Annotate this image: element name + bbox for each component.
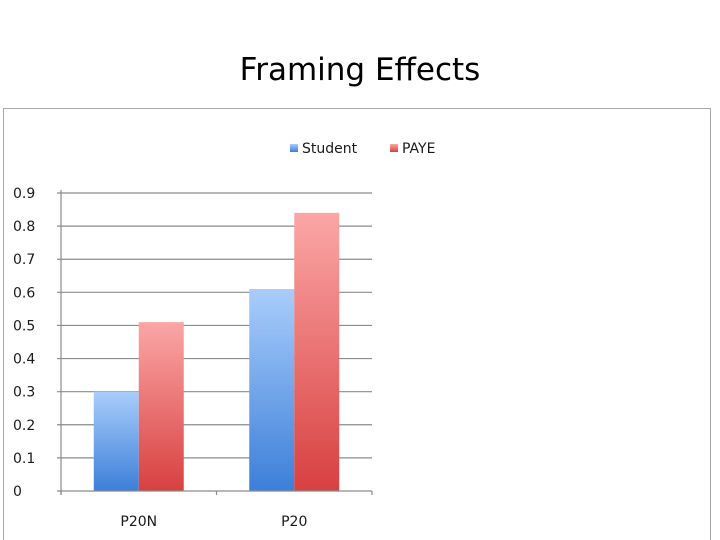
chart-bars — [93, 212, 340, 491]
slide-title: Framing Effects — [239, 52, 481, 88]
chart-axes — [57, 190, 373, 495]
y-tick-label: 0.4 — [13, 352, 35, 368]
x-category-label: P20 — [281, 514, 307, 530]
legend-swatch-student — [290, 144, 298, 152]
bar-student-p20n — [93, 391, 139, 491]
chart-frame: Student PAYE 0 0.1 0.2 0.3 0.4 0.5 0.6 0.7 0.8 0.… — [3, 108, 711, 540]
y-tick-label: 0.7 — [13, 252, 35, 268]
legend-swatch-paye — [390, 144, 398, 152]
y-tick-label: 0.5 — [13, 318, 35, 334]
y-axis-ticks: 0 0.1 0.2 0.3 0.4 0.5 0.6 0.7 0.8 0.9 — [13, 186, 35, 500]
x-axis-categories: P20N P20 — [120, 514, 307, 530]
legend-label-paye: PAYE — [402, 141, 435, 157]
bar-paye-p20 — [294, 212, 340, 491]
bar-chart: Student PAYE 0 0.1 0.2 0.3 0.4 0.5 0.6 0.7 0.8 0.… — [13, 141, 435, 530]
chart-legend: Student PAYE — [290, 141, 435, 157]
x-category-label: P20N — [120, 514, 157, 530]
bar-student-p20 — [249, 289, 295, 491]
y-tick-label: 0.1 — [13, 451, 35, 467]
bar-paye-p20n — [138, 322, 184, 491]
y-tick-label: 0.3 — [13, 385, 35, 401]
y-tick-label: 0.2 — [13, 418, 35, 434]
legend-label-student: Student — [302, 141, 358, 157]
y-tick-label: 0 — [13, 484, 22, 500]
y-tick-label: 0.9 — [13, 186, 35, 202]
y-tick-label: 0.6 — [13, 285, 35, 301]
y-tick-label: 0.8 — [13, 219, 35, 235]
